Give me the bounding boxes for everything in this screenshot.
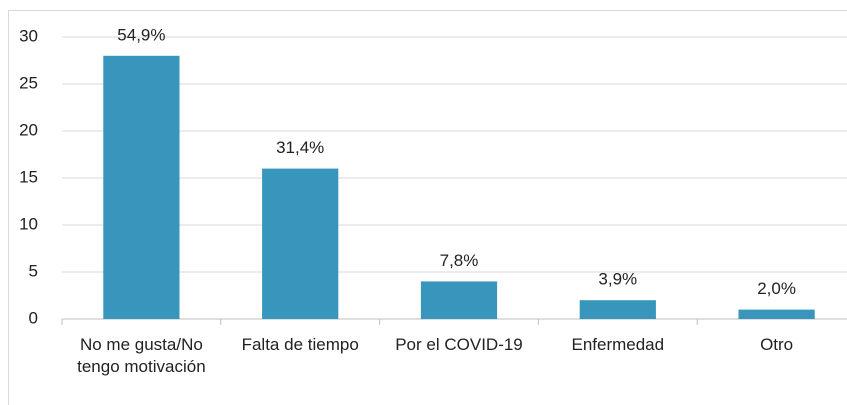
- y-tick-label: 25: [19, 73, 38, 92]
- data-label: 7,8%: [440, 251, 479, 270]
- y-tick-label: 30: [19, 26, 38, 45]
- data-label: 3,9%: [598, 270, 637, 289]
- data-label: 2,0%: [757, 279, 796, 298]
- x-tick-label: Por el COVID-19: [395, 335, 523, 354]
- y-tick-label: 15: [19, 167, 38, 186]
- x-tick-label: Otro: [760, 335, 794, 354]
- bar: [262, 168, 339, 319]
- x-tick-label: Enfermedad: [571, 335, 665, 354]
- x-tick-label: Falta de tiempo: [241, 335, 359, 354]
- chart-border: [8, 10, 847, 405]
- bar: [579, 300, 656, 319]
- bar: [420, 281, 498, 319]
- y-tick-label: 0: [29, 308, 38, 327]
- y-tick-label: 20: [19, 120, 38, 139]
- y-tick-label: 10: [19, 214, 38, 233]
- data-label: 54,9%: [117, 25, 165, 44]
- bar: [103, 55, 180, 320]
- y-tick-label: 5: [29, 261, 38, 280]
- bar: [738, 309, 815, 319]
- data-label: 31,4%: [276, 138, 324, 157]
- x-tick-label: No me gusta/No tengo motivación: [77, 335, 206, 376]
